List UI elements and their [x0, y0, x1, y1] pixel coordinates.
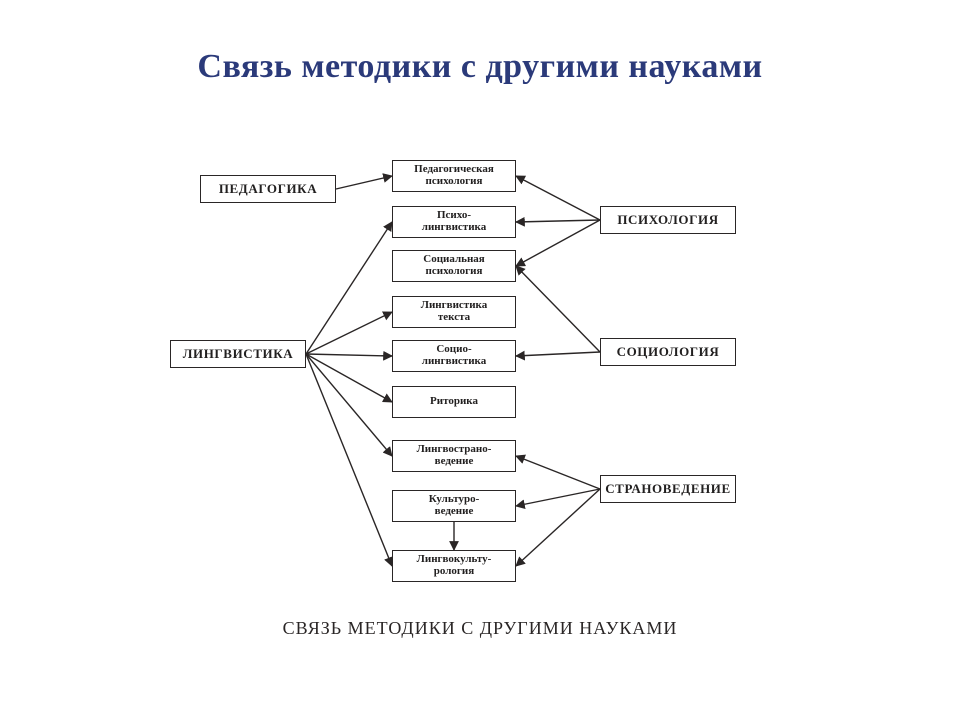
edge-lingvistika-lingvostran: [306, 354, 392, 456]
node-sociologiya: СОЦИОЛОГИЯ: [600, 338, 736, 366]
node-sociolingv: Социо- лингвистика: [392, 340, 516, 372]
edge-lingvistika-psiholingv: [306, 222, 392, 354]
node-lingv_teksta: Лингвистика текста: [392, 296, 516, 328]
edge-stranovedenie-kulturoved: [516, 489, 600, 506]
edge-sociologiya-soc_psih: [516, 266, 600, 352]
diagram-stage: Связь методики с другими науками ПЕДАГОГ…: [0, 0, 960, 720]
edge-lingvistika-ritorika: [306, 354, 392, 402]
edge-pedagogika-ped_psih: [336, 176, 392, 189]
diagram-caption: СВЯЗЬ МЕТОДИКИ С ДРУГИМИ НАУКАМИ: [0, 618, 960, 639]
edge-stranovedenie-lingvostran: [516, 456, 600, 489]
edge-psihologiya-psiholingv: [516, 220, 600, 222]
edge-sociologiya-sociolingv: [516, 352, 600, 356]
edge-lingvistika-lingvokultur: [306, 354, 392, 566]
node-stranovedenie: СТРАНОВЕДЕНИЕ: [600, 475, 736, 503]
page-title: Связь методики с другими науками: [0, 48, 960, 86]
node-pedagogika: ПЕДАГОГИКА: [200, 175, 336, 203]
node-lingvostran: Лингвострано- ведение: [392, 440, 516, 472]
edge-lingvistika-lingv_teksta: [306, 312, 392, 354]
node-psiholingv: Психо- лингвистика: [392, 206, 516, 238]
edge-stranovedenie-lingvokultur: [516, 489, 600, 566]
edge-psihologiya-ped_psih: [516, 176, 600, 220]
edge-lingvistika-sociolingv: [306, 354, 392, 356]
node-lingvokultur: Лингвокульту- рология: [392, 550, 516, 582]
node-lingvistika: ЛИНГВИСТИКА: [170, 340, 306, 368]
node-psihologiya: ПСИХОЛОГИЯ: [600, 206, 736, 234]
node-ped_psih: Педагогическая психология: [392, 160, 516, 192]
edge-psihologiya-soc_psih: [516, 220, 600, 266]
node-ritorika: Риторика: [392, 386, 516, 418]
node-soc_psih: Социальная психология: [392, 250, 516, 282]
node-kulturoved: Культуро- ведение: [392, 490, 516, 522]
